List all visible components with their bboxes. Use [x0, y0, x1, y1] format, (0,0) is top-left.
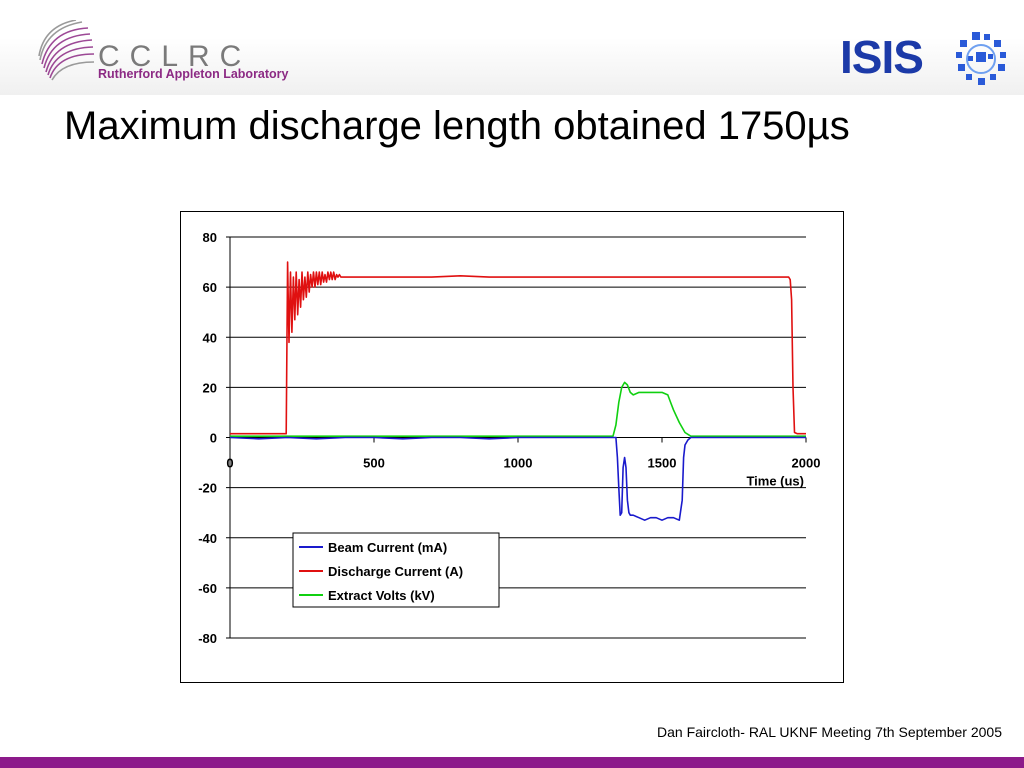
y-tick-label: -60 [198, 581, 217, 596]
footer-text: Dan Faircloth- RAL UKNF Meeting 7th Sept… [657, 724, 1002, 740]
org-name: CCLRC [98, 40, 252, 73]
x-axis-label: Time (us) [746, 474, 804, 489]
slide-title: Maximum discharge length obtained 1750µs [64, 104, 850, 148]
header-band [0, 0, 1024, 95]
isis-emblem-icon [956, 32, 1006, 85]
cclrc-logo: CCLRC Rutherford Appleton Laboratory [36, 20, 289, 90]
y-tick-label: -40 [198, 531, 217, 546]
y-tick-label: 60 [203, 280, 217, 295]
footer-bar [0, 757, 1024, 768]
legend-entry: Extract Volts (kV) [328, 588, 435, 603]
x-tick-label: 1000 [504, 456, 533, 471]
chart-frame: 80 60 40 20 0 -20 -40 -60 -80 0 500 1000 1500 2000 Tim… [180, 211, 844, 683]
series-line-3 [230, 381, 806, 437]
legend-box [292, 532, 500, 608]
x-tick-label: 500 [363, 456, 385, 471]
series-line-2 [230, 261, 806, 435]
x-tick-label: 1500 [648, 456, 677, 471]
y-tick-label: 40 [203, 330, 217, 345]
y-tick-label: 20 [203, 380, 217, 395]
y-tick-label: -80 [198, 631, 217, 646]
discharge-chart: 80 60 40 20 0 -20 -40 -60 -80 0 500 1000 1500 2000 Tim… [198, 230, 820, 646]
series-layer [229, 261, 806, 522]
y-tick-label: 0 [210, 431, 217, 446]
legend: Beam Current (mA) Discharge Current (A) Ex… [292, 532, 500, 608]
y-tick-label: 80 [203, 230, 217, 245]
legend-entry: Beam Current (mA) [328, 540, 447, 555]
x-tick-label: 2000 [792, 456, 821, 471]
legend-entry: Discharge Current (A) [328, 564, 463, 579]
swirl-logo-icon [38, 20, 95, 81]
isis-logo: ISIS [838, 28, 1018, 88]
x-tick-label: 0 [226, 456, 233, 471]
series-line-1 [229, 436, 806, 522]
org-subtitle: Rutherford Appleton Laboratory [98, 67, 289, 81]
y-tick-label: -20 [198, 481, 217, 496]
facility-name: ISIS [840, 31, 924, 83]
labels-layer: 80 60 40 20 0 -20 -40 -60 -80 0 500 1000 1500 2000 Tim… [198, 230, 820, 646]
